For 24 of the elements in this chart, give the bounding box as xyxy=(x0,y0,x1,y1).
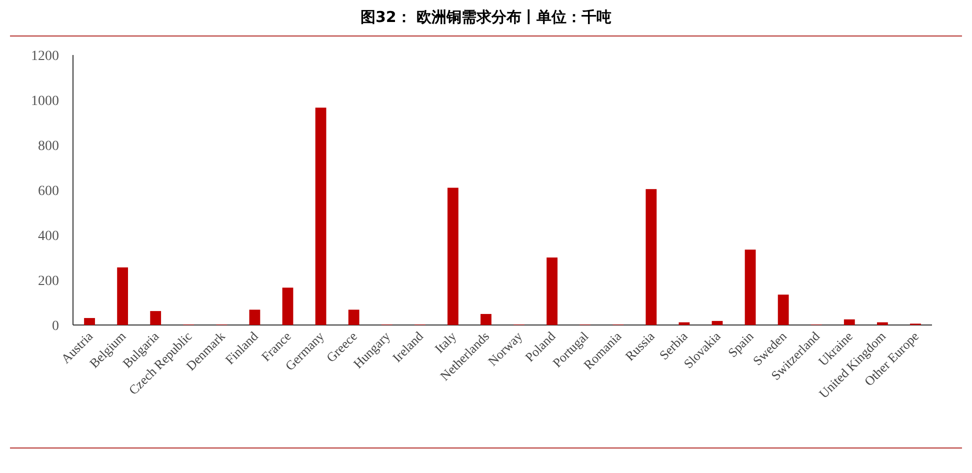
y-tick-label: 400 xyxy=(38,229,59,244)
bar xyxy=(480,314,492,325)
bar xyxy=(150,311,162,325)
bar xyxy=(249,310,260,325)
bar xyxy=(282,288,294,325)
bar xyxy=(447,188,458,325)
chart-title: 图32： 欧洲铜需求分布丨单位：千吨 xyxy=(360,8,612,26)
y-tick-label: 1200 xyxy=(31,49,59,64)
y-tick-label: 600 xyxy=(38,184,59,199)
bar xyxy=(348,310,360,325)
bar xyxy=(844,319,855,325)
bar xyxy=(744,250,756,325)
y-tick-label: 1000 xyxy=(31,94,59,109)
bar xyxy=(876,322,888,325)
bar xyxy=(778,294,789,325)
y-tick-label: 200 xyxy=(38,274,59,289)
bar xyxy=(117,267,128,325)
bar xyxy=(84,318,95,325)
bar xyxy=(546,258,558,325)
bar xyxy=(315,108,326,325)
bar xyxy=(646,189,657,325)
y-tick-label: 0 xyxy=(52,319,59,334)
bar xyxy=(712,320,723,325)
y-tick-label: 800 xyxy=(38,139,59,154)
